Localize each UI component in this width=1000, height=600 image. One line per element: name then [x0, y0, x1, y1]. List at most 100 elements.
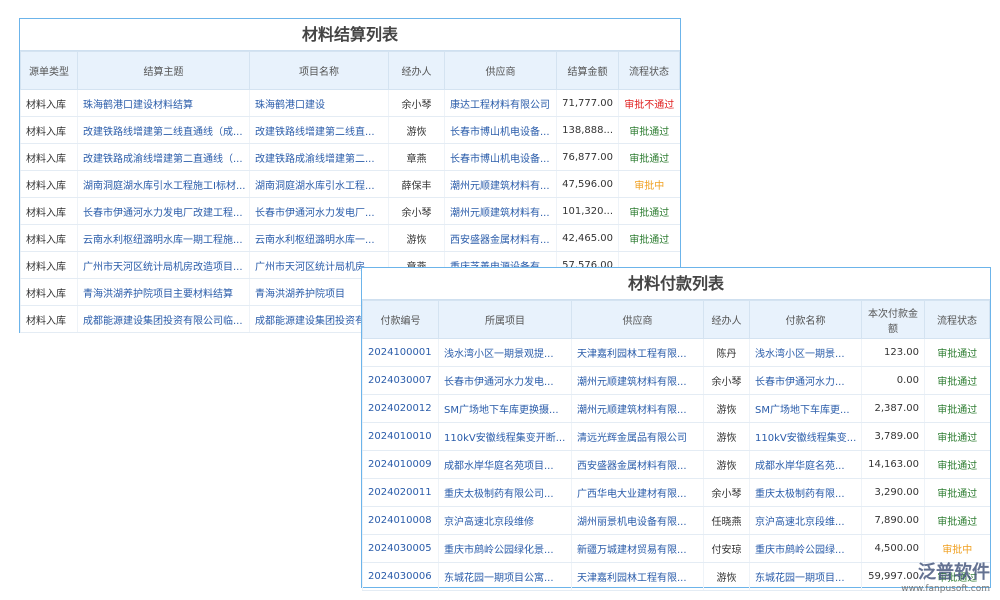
table-cell: 付安琼: [703, 534, 750, 563]
table-row: 2024010010 110kV安徽线程集变开断... 清远光辉金属品有限公司 游恢 1…: [362, 422, 990, 451]
table-cell: 76,877.00: [556, 143, 619, 171]
table-cell: 广州市天河区统计局机房改造项目...: [77, 251, 250, 279]
table-cell: 101,320...: [556, 197, 619, 225]
table-cell: 改建铁路成渝线增建第二直通线（...: [77, 143, 250, 171]
table-cell: 潮州元顺建筑材料有...: [444, 197, 557, 225]
table-cell: 2024020012: [362, 394, 439, 423]
table-cell: 潮州元顺建筑材料有限...: [571, 394, 704, 423]
table-cell: 浅水湾小区一期景观提...: [438, 338, 572, 367]
table-row: 材料入库 珠海鹤港口建设材料结算 珠海鹤港口建设 余小琴 康达工程材料有限公司 71,77…: [20, 89, 680, 117]
table-cell: 游恢: [703, 422, 750, 451]
table-cell: 材料入库: [20, 197, 78, 225]
table-cell: 138,888...: [556, 116, 619, 144]
table-cell: 审批通过: [618, 116, 680, 144]
table-row: 2024030007 长春市伊通河水力发电... 潮州元顺建筑材料有限... 余小琴长…: [362, 366, 990, 395]
table-cell: 审批通过: [924, 394, 990, 423]
watermark-url: www.fanpusoft.com: [901, 584, 990, 594]
table-cell: 59,997.00: [861, 562, 925, 591]
panel-title: 材料付款列表: [362, 268, 990, 300]
table-cell: SM广场地下车库更...: [749, 394, 862, 423]
table-cell: 游恢: [388, 224, 445, 252]
table-cell: 京沪高速北京段维...: [749, 506, 862, 535]
table-cell: 审批中: [618, 170, 680, 198]
table-cell: 审批通过: [618, 197, 680, 225]
table-cell: 审批中: [924, 534, 990, 563]
column-header: 流程状态: [618, 51, 680, 90]
table-cell: 审批不通过: [618, 89, 680, 117]
table-cell: 京沪高速北京段维修: [438, 506, 572, 535]
table-cell: 2024010009: [362, 450, 439, 479]
table-cell: 任晓燕: [703, 506, 750, 535]
column-header: 源单类型: [20, 51, 78, 90]
table-cell: 东城花园一期项目...: [749, 562, 862, 591]
table-row: 材料入库 改建铁路线增建第二线直通线（成... 改建铁路线增建第二线直... 游恢 长春…: [20, 116, 680, 144]
table-cell: 123.00: [861, 338, 925, 367]
table-row: 2024010009 成都水岸华庭名苑项目... 西安盛器金属材料有限... 游恢 成都…: [362, 450, 990, 479]
table-cell: 3,789.00: [861, 422, 925, 451]
table-cell: 长春市伊通河水力发电...: [438, 366, 572, 395]
header-row: 源单类型 结算主题 项目名称 经办人 供应商 结算金额 流程状态: [20, 51, 680, 90]
table-cell: 西安盛器金属材料有限...: [571, 450, 704, 479]
table-cell: 长春市伊通河水力...: [749, 366, 862, 395]
table-cell: 余小琴: [703, 478, 750, 507]
table-row: 2024010008 京沪高速北京段维修 湖州丽景机电设备有限... 任晓燕 京沪高速北…: [362, 506, 990, 535]
table-cell: 2024030005: [362, 534, 439, 563]
table-cell: 材料入库: [20, 170, 78, 198]
column-header: 供应商: [571, 300, 704, 339]
table-cell: 广西华电大业建材有限...: [571, 478, 704, 507]
table-cell: 材料入库: [20, 143, 78, 171]
table-cell: 42,465.00: [556, 224, 619, 252]
table-cell: 成都水岸华庭名苑...: [749, 450, 862, 479]
table-cell: 成都水岸华庭名苑项目...: [438, 450, 572, 479]
payment-table: 付款编号 所属项目 供应商 经办人 付款名称 本次付款金额 流程状态 2024100001 浅水…: [362, 300, 990, 591]
table-row: 材料入库 长春市伊通河水力发电厂改建工程... 长春市伊通河水力发电厂... 余小琴潮…: [20, 197, 680, 225]
table-cell: 长春市博山机电设备...: [444, 116, 557, 144]
table-cell: 珠海鹤港口建设: [249, 89, 389, 117]
table-cell: 14,163.00: [861, 450, 925, 479]
table-cell: 重庆市鹧岭公园绿化景...: [438, 534, 572, 563]
table-cell: 天津嘉利园林工程有限...: [571, 562, 704, 591]
table-cell: 长春市伊通河水力发电厂...: [249, 197, 389, 225]
table-cell: 审批通过: [924, 506, 990, 535]
table-cell: 云南水利枢纽潞明水库一期工程施...: [77, 224, 250, 252]
table-cell: 东城花园一期项目公寓...: [438, 562, 572, 591]
table-cell: 审批通过: [924, 338, 990, 367]
table-cell: 材料入库: [20, 116, 78, 144]
table-cell: 重庆市鹧岭公园绿...: [749, 534, 862, 563]
panel-title: 材料结算列表: [20, 19, 680, 51]
table-row: 2024100001 浅水湾小区一期景观提... 天津嘉利园林工程有限... 陈丹 浅水…: [362, 338, 990, 367]
table-cell: 清远光辉金属品有限公司: [571, 422, 704, 451]
table-cell: 游恢: [703, 562, 750, 591]
header-row: 付款编号 所属项目 供应商 经办人 付款名称 本次付款金额 流程状态: [362, 300, 990, 339]
table-cell: 重庆太极制药有限...: [749, 478, 862, 507]
table-cell: 材料入库: [20, 251, 78, 279]
table-cell: 浅水湾小区一期景...: [749, 338, 862, 367]
table-cell: 0.00: [861, 366, 925, 395]
table-cell: 审批通过: [924, 562, 990, 591]
table-cell: 审批通过: [924, 450, 990, 479]
column-header: 结算主题: [77, 51, 250, 90]
table-cell: 天津嘉利园林工程有限...: [571, 338, 704, 367]
column-header: 结算金额: [556, 51, 619, 90]
table-cell: 游恢: [703, 450, 750, 479]
table-cell: 2024100001: [362, 338, 439, 367]
table-cell: 湖南洞庭湖水库引水工程...: [249, 170, 389, 198]
table-cell: 重庆太极制药有限公司...: [438, 478, 572, 507]
table-cell: 材料入库: [20, 224, 78, 252]
payment-panel: 材料付款列表 付款编号 所属项目 供应商 经办人 付款名称 本次付款金额 流程状态 20241…: [361, 267, 991, 591]
table-cell: 71,777.00: [556, 89, 619, 117]
table-cell: 改建铁路线增建第二线直...: [249, 116, 389, 144]
table-cell: 材料入库: [20, 305, 78, 333]
table-cell: 3,290.00: [861, 478, 925, 507]
table-cell: 审批通过: [618, 224, 680, 252]
table-cell: 珠海鹤港口建设材料结算: [77, 89, 250, 117]
table-cell: 2024030007: [362, 366, 439, 395]
column-header: 付款编号: [362, 300, 439, 339]
table-cell: 4,500.00: [861, 534, 925, 563]
table-cell: 陈丹: [703, 338, 750, 367]
table-cell: 110kV安徽线程集变...: [749, 422, 862, 451]
table-row: 材料入库 改建铁路成渝线增建第二直通线（... 改建铁路成渝线增建第二... 章燕 长春…: [20, 143, 680, 171]
table-cell: 47,596.00: [556, 170, 619, 198]
table-cell: 余小琴: [388, 89, 445, 117]
table-cell: 成都能源建设集团投资有限公司临...: [77, 305, 250, 333]
